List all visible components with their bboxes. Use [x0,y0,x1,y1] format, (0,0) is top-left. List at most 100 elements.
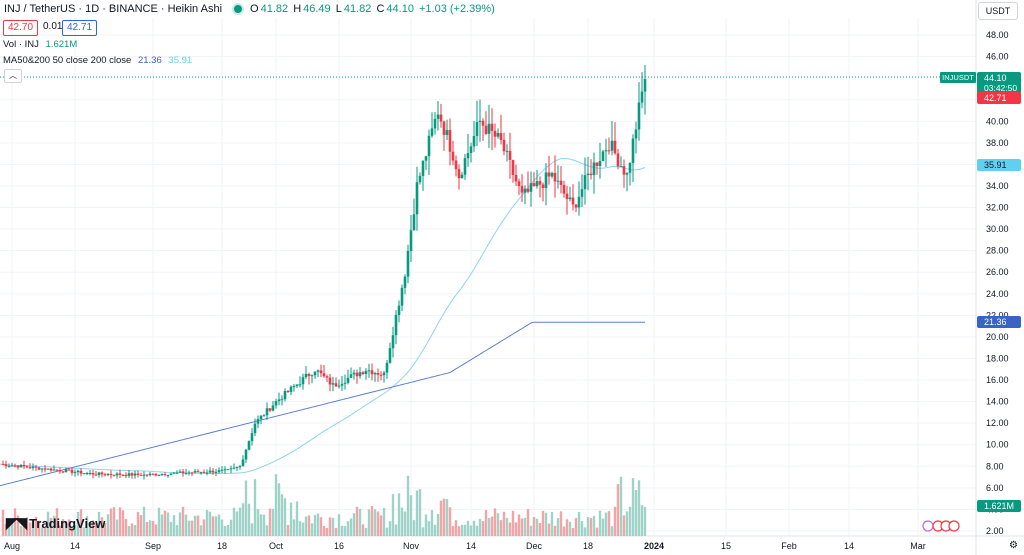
volume-bar [397,493,401,536]
x-tick-label: Nov [403,541,420,551]
candle-body [598,161,602,166]
volume-bar [214,516,218,536]
candle-body [634,129,638,139]
volume-bar [346,521,350,536]
candle-body [289,386,293,392]
volume-bar [19,526,23,536]
y-tick-label: 40.00 [986,116,1009,126]
candle-body [52,469,56,471]
volume-bar [640,505,644,536]
candle-body [286,391,290,393]
ma200-value: 35.91 [984,160,1007,170]
candle-body [397,305,401,315]
candle-body [517,181,521,187]
volume-bar [376,511,380,536]
volume-bar [172,515,176,536]
volume-bar [517,514,521,536]
candle-body [406,250,410,277]
candle-body [127,473,131,476]
volume-bar [322,525,326,536]
candle-body [415,182,419,215]
candle-body [253,423,257,434]
candle-body [442,121,446,135]
volume-bar [340,525,344,536]
candle-body [544,172,548,188]
sell-price-button[interactable]: 42.70 [3,20,39,36]
candle-body [196,471,200,473]
candle-body [322,373,326,377]
candle-body [67,469,71,471]
candle-body [238,466,242,468]
candle-body [139,474,143,476]
volume-bar [631,478,635,536]
ma50-tag [977,316,1021,328]
y-tick-label: 24.00 [986,289,1009,299]
currency-select[interactable]: USDT [978,2,1018,20]
candle-body [481,120,485,126]
ma200-tag [977,159,1021,171]
collapse-legend-button[interactable]: ︿ [4,69,22,83]
volume-bar [613,506,617,536]
volume-bar [232,507,236,536]
candle-body [502,139,506,152]
volume-bar [229,519,233,536]
candle-body [373,372,377,375]
candle-body [574,204,578,208]
volume-bar [238,507,242,536]
candle-body [478,120,482,123]
candle-body [349,374,353,378]
volume-bar [100,517,104,536]
candle-body [31,466,35,468]
volume-bar [442,498,446,536]
symbol-title[interactable]: INJ / TetherUS · 1D · BINANCE · Heikin A… [4,3,223,15]
candle-body [43,468,47,470]
candle-body [583,175,587,190]
candle-body [220,469,224,471]
candle-body [418,175,422,183]
volume-bar [160,514,164,536]
volume-bar [283,498,287,536]
candle-body [1,464,5,466]
candle-body [493,130,497,137]
candle-body [148,473,152,476]
candle-body [94,474,98,476]
volume-bar [319,517,323,536]
volume-bar [235,511,239,536]
candle-body [409,230,413,251]
volume-bar [244,480,248,536]
candle-body [34,466,38,468]
candle-body [316,370,320,372]
volume-bar [478,518,482,536]
candle-body [562,184,566,194]
volume-bar [409,495,413,536]
settings-gear-icon[interactable]: ⚙ [1009,540,1018,551]
volume-bar [37,520,41,536]
ma-legend[interactable]: MA50&200 50 close 200 close 21.36 35.91 [3,55,193,66]
volume-bar [70,527,74,536]
candle-body [529,183,533,192]
candle-body [190,472,194,474]
volume-bar [403,511,407,536]
candle-body [199,472,203,474]
y-tick-label: 22.00 [986,310,1009,320]
volume-bar [118,507,122,536]
chart-header: INJ / TetherUS · 1D · BINANCE · Heikin A… [0,0,497,18]
volume-bar [187,520,191,536]
volume-legend[interactable]: Vol · INJ 1.621M [3,39,78,50]
y-tick-label: 38.00 [986,138,1009,148]
buy-price-button[interactable]: 42.71 [62,20,98,36]
candle-body [616,153,620,167]
x-tick-label: 18 [217,541,227,551]
candle-body [235,466,239,468]
volume-bar [499,520,503,536]
volume-bar [538,523,542,536]
candle-body [232,467,236,469]
candle-body [643,79,647,92]
candle-body [586,173,590,176]
volume-bar [130,523,134,536]
candle-body [163,474,167,476]
candle-body [184,472,188,474]
volume-bar [562,526,566,536]
volume-bar [142,506,146,536]
